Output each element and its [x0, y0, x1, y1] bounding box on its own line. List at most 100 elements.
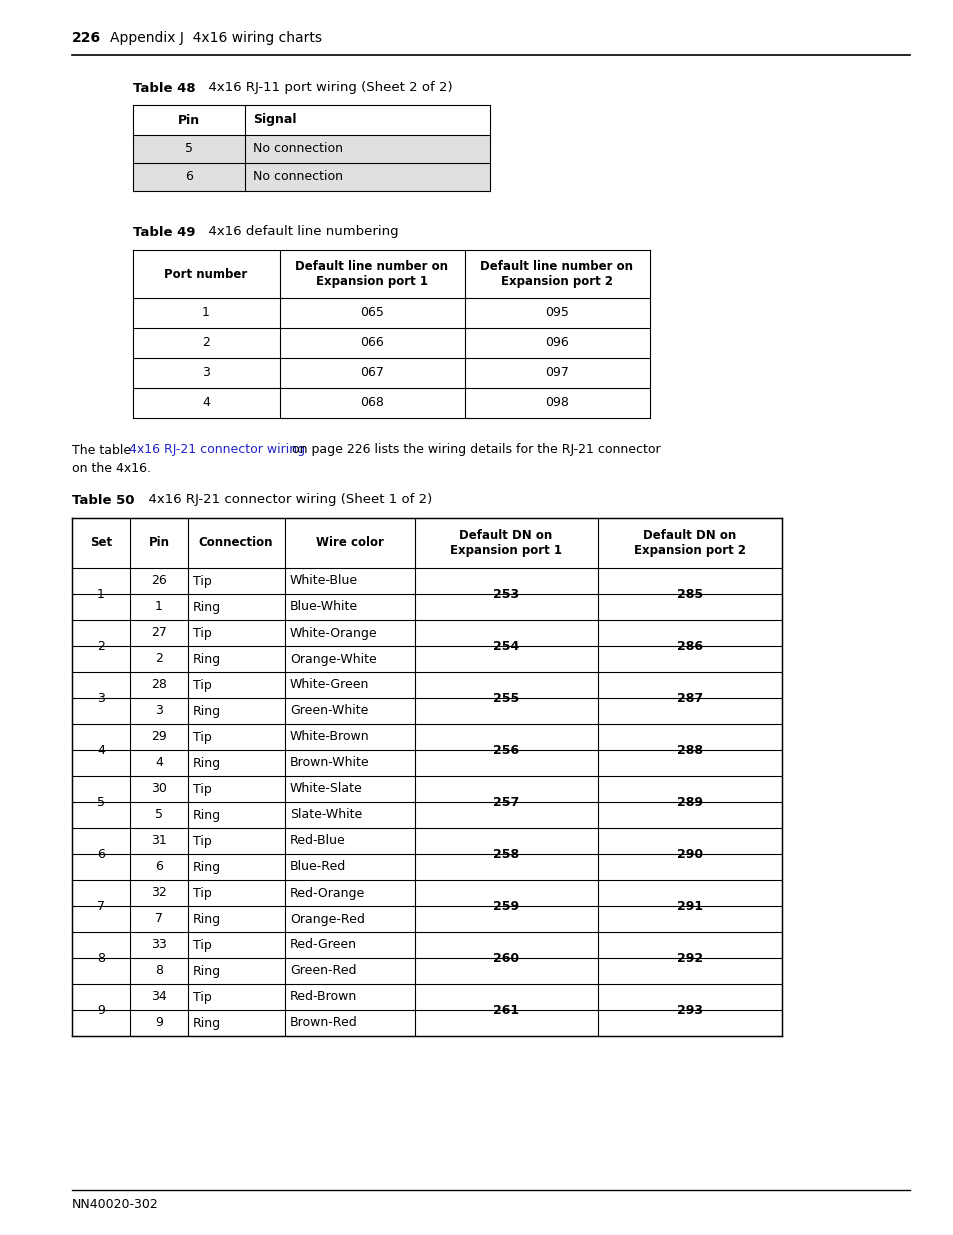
Text: 7: 7: [97, 899, 105, 913]
Bar: [132, 249, 649, 298]
Text: 5: 5: [97, 795, 105, 809]
Bar: [73, 593, 129, 595]
Text: 255: 255: [493, 692, 518, 704]
Text: 256: 256: [493, 743, 518, 757]
Text: Blue-Red: Blue-Red: [290, 861, 346, 873]
Text: 259: 259: [493, 899, 518, 913]
Text: 067: 067: [359, 367, 383, 379]
Text: 32: 32: [151, 887, 167, 899]
Bar: [598, 593, 781, 595]
Text: Appendix J  4x16 wiring charts: Appendix J 4x16 wiring charts: [110, 31, 322, 44]
Text: White-Brown: White-Brown: [290, 730, 369, 743]
Text: Tip: Tip: [193, 939, 212, 951]
Text: Red-Green: Red-Green: [290, 939, 356, 951]
Text: Tip: Tip: [193, 990, 212, 1004]
Text: 4: 4: [202, 396, 210, 410]
Bar: [132, 388, 649, 417]
Bar: [73, 802, 129, 803]
Text: No connection: No connection: [253, 142, 343, 156]
Bar: [132, 135, 490, 163]
Text: Red-Blue: Red-Blue: [290, 835, 345, 847]
Text: 2: 2: [97, 640, 105, 652]
Text: 6: 6: [185, 170, 193, 184]
Text: 4x16 RJ-21 connector wiring (Sheet 1 of 2): 4x16 RJ-21 connector wiring (Sheet 1 of …: [140, 494, 432, 506]
Text: 285: 285: [677, 588, 702, 600]
Text: White-Blue: White-Blue: [290, 574, 357, 588]
Text: Table 49: Table 49: [132, 226, 195, 238]
Text: Red-Brown: Red-Brown: [290, 990, 356, 1004]
Text: 3: 3: [97, 692, 105, 704]
Text: Tip: Tip: [193, 835, 212, 847]
Bar: [416, 853, 597, 855]
Text: 34: 34: [151, 990, 167, 1004]
Text: Default DN on
Expansion port 2: Default DN on Expansion port 2: [634, 529, 745, 557]
Text: 226: 226: [71, 31, 101, 44]
Text: 4: 4: [97, 743, 105, 757]
Text: 260: 260: [493, 951, 518, 965]
Text: Tip: Tip: [193, 626, 212, 640]
Text: Brown-Red: Brown-Red: [290, 1016, 357, 1030]
Text: Pin: Pin: [149, 536, 170, 550]
Text: White-Orange: White-Orange: [290, 626, 377, 640]
Text: 6: 6: [155, 861, 163, 873]
Text: Ring: Ring: [193, 861, 221, 873]
Bar: [132, 163, 490, 191]
Text: 287: 287: [677, 692, 702, 704]
Bar: [73, 957, 129, 960]
Bar: [132, 105, 490, 135]
Text: Ring: Ring: [193, 652, 221, 666]
Bar: [598, 905, 781, 906]
Bar: [132, 298, 649, 329]
Text: Orange-Red: Orange-Red: [290, 913, 364, 925]
Text: 26: 26: [151, 574, 167, 588]
Text: Tip: Tip: [193, 678, 212, 692]
Bar: [416, 905, 597, 906]
Bar: [416, 748, 597, 751]
Text: Tip: Tip: [193, 730, 212, 743]
Text: 29: 29: [151, 730, 167, 743]
Bar: [598, 853, 781, 855]
Text: Default line number on
Expansion port 2: Default line number on Expansion port 2: [480, 261, 633, 288]
Text: 3: 3: [202, 367, 210, 379]
Text: White-Green: White-Green: [290, 678, 369, 692]
Bar: [132, 329, 649, 358]
Text: 096: 096: [544, 336, 568, 350]
Text: 253: 253: [493, 588, 518, 600]
Text: 1: 1: [202, 306, 210, 320]
Text: 28: 28: [151, 678, 167, 692]
Text: Slate-White: Slate-White: [290, 809, 362, 821]
Text: 098: 098: [544, 396, 568, 410]
Text: 30: 30: [151, 783, 167, 795]
Text: Connection: Connection: [198, 536, 273, 550]
Text: 097: 097: [544, 367, 568, 379]
Text: 257: 257: [493, 795, 518, 809]
Text: Ring: Ring: [193, 600, 221, 614]
Text: 9: 9: [155, 1016, 163, 1030]
Text: The table: The table: [71, 443, 135, 457]
Text: 290: 290: [677, 847, 702, 861]
Bar: [73, 748, 129, 751]
Text: Ring: Ring: [193, 913, 221, 925]
Text: 3: 3: [155, 704, 163, 718]
Text: 292: 292: [677, 951, 702, 965]
Text: Port number: Port number: [164, 268, 248, 280]
Text: 258: 258: [493, 847, 518, 861]
Bar: [132, 358, 649, 388]
Text: 095: 095: [544, 306, 568, 320]
Text: Signal: Signal: [253, 114, 296, 126]
Text: 4x16 default line numbering: 4x16 default line numbering: [200, 226, 398, 238]
Bar: [598, 645, 781, 647]
Text: Orange-White: Orange-White: [290, 652, 376, 666]
Text: Default line number on
Expansion port 1: Default line number on Expansion port 1: [295, 261, 448, 288]
Text: Brown-White: Brown-White: [290, 757, 369, 769]
Text: Ring: Ring: [193, 704, 221, 718]
Bar: [416, 645, 597, 647]
Text: 2: 2: [155, 652, 163, 666]
Text: 27: 27: [151, 626, 167, 640]
Bar: [416, 697, 597, 699]
Text: No connection: No connection: [253, 170, 343, 184]
Text: Tip: Tip: [193, 574, 212, 588]
Bar: [73, 1009, 129, 1011]
Text: Ring: Ring: [193, 809, 221, 821]
Text: 6: 6: [97, 847, 105, 861]
